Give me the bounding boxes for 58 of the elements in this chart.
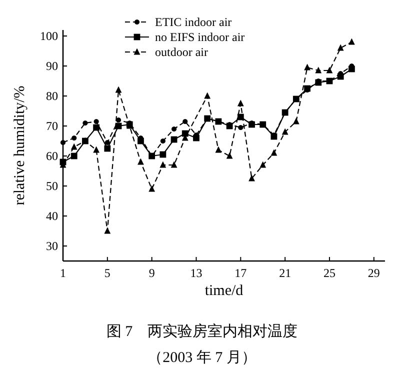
- point: [348, 38, 355, 45]
- y-tick-label: 50: [46, 179, 58, 193]
- x-tick-label: 21: [279, 266, 292, 280]
- point: [226, 152, 233, 159]
- point: [193, 134, 200, 142]
- point: [348, 66, 355, 72]
- x-tick-label: 13: [190, 266, 202, 280]
- legend-label: no EIFS indoor air: [155, 30, 245, 44]
- point: [315, 66, 322, 74]
- y-tick-label: 30: [46, 239, 58, 253]
- y-tick-label: 40: [46, 209, 58, 223]
- point: [148, 185, 156, 192]
- point: [282, 128, 288, 135]
- point: [170, 161, 178, 168]
- point: [82, 120, 88, 126]
- x-tick-label: 5: [104, 266, 110, 280]
- y-tick-label: 70: [46, 119, 58, 133]
- x-tick-label: 25: [323, 266, 336, 280]
- point: [138, 138, 144, 144]
- point: [94, 118, 99, 124]
- point: [171, 126, 177, 132]
- legend-label: outdoor air: [155, 45, 208, 59]
- y-tick-label: 80: [46, 89, 58, 103]
- point: [93, 124, 100, 131]
- y-tick-label: 60: [46, 149, 58, 163]
- point: [104, 227, 111, 234]
- point: [104, 140, 110, 146]
- caption: 图 7 两实验房室内相对温度: [106, 323, 298, 340]
- x-tick-label: 29: [368, 266, 380, 280]
- point: [160, 138, 166, 144]
- x-tick-label: 1: [60, 266, 66, 280]
- point: [270, 149, 278, 156]
- y-axis-title: relative humidity/%: [12, 86, 28, 206]
- point: [160, 161, 166, 168]
- text: （2003 年 7 月）: [148, 349, 256, 366]
- point: [70, 152, 78, 160]
- point: [70, 143, 78, 150]
- point: [337, 44, 344, 51]
- point: [104, 145, 111, 152]
- x-axis-title: time/d: [204, 283, 244, 299]
- point: [260, 161, 266, 168]
- point: [337, 73, 344, 80]
- point: [72, 135, 77, 141]
- point: [215, 146, 222, 153]
- y-tick-label: 90: [46, 59, 58, 73]
- y-tick-label: 100: [40, 29, 58, 43]
- point: [292, 118, 300, 124]
- x-tick-label: 9: [148, 266, 155, 280]
- point: [60, 140, 66, 146]
- point: [204, 92, 211, 99]
- legend-label: ETIC indoor air: [155, 15, 232, 29]
- point: [160, 151, 166, 158]
- point: [182, 118, 188, 124]
- x-tick-label: 17: [234, 266, 247, 280]
- point: [238, 124, 244, 130]
- point: [93, 146, 100, 153]
- point: [237, 100, 244, 106]
- point: [138, 158, 144, 165]
